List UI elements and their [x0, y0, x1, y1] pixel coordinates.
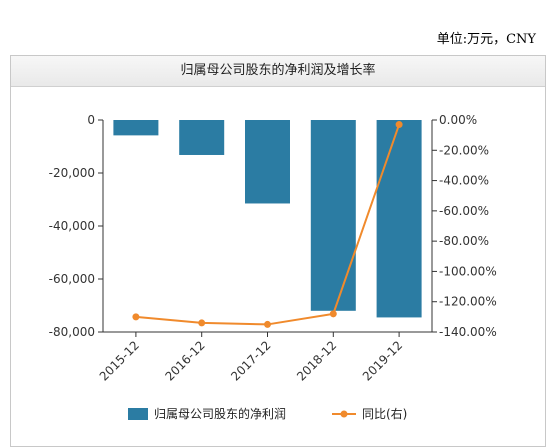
right-tick-label: -80.00%	[439, 234, 489, 248]
legend-line-label: 同比(右)	[362, 406, 407, 421]
x-tick-label: 2017-12	[228, 338, 273, 383]
legend-line-marker	[340, 410, 348, 418]
right-tick-label: -120.00%	[439, 295, 497, 309]
left-tick-label: -40,000	[49, 219, 95, 233]
right-tick-label: -20.00%	[439, 143, 489, 157]
bar	[310, 120, 356, 311]
right-tick-label: -100.00%	[439, 264, 497, 278]
x-tick-label: 2018-12	[294, 338, 339, 383]
left-tick-label: 0	[87, 113, 95, 127]
growth-point	[264, 320, 271, 328]
right-tick-label: -40.00%	[439, 174, 489, 188]
growth-point	[198, 319, 206, 327]
growth-point	[395, 121, 403, 129]
right-tick-label: 0.00%	[439, 113, 477, 127]
bar	[376, 120, 422, 318]
legend-bar-swatch	[128, 408, 148, 420]
legend-bar-label: 归属母公司股东的净利润	[154, 406, 286, 421]
left-tick-label: -60,000	[49, 272, 95, 286]
growth-point	[329, 310, 337, 318]
chart-title: 归属母公司股东的净利润及增长率	[11, 56, 545, 87]
x-tick-label: 2015-12	[97, 338, 142, 383]
left-tick-label: -20,000	[49, 166, 95, 180]
right-tick-label: -140.00%	[439, 325, 497, 339]
x-tick-label: 2016-12	[162, 338, 207, 383]
growth-point	[132, 313, 140, 321]
bar	[179, 120, 225, 155]
bar	[113, 120, 159, 136]
bar	[245, 120, 290, 204]
x-tick-label: 2019-12	[360, 338, 405, 383]
left-tick-label: -80,000	[49, 325, 95, 339]
right-tick-label: -60.00%	[439, 204, 489, 218]
unit-label: 单位:万元，CNY	[436, 32, 536, 47]
